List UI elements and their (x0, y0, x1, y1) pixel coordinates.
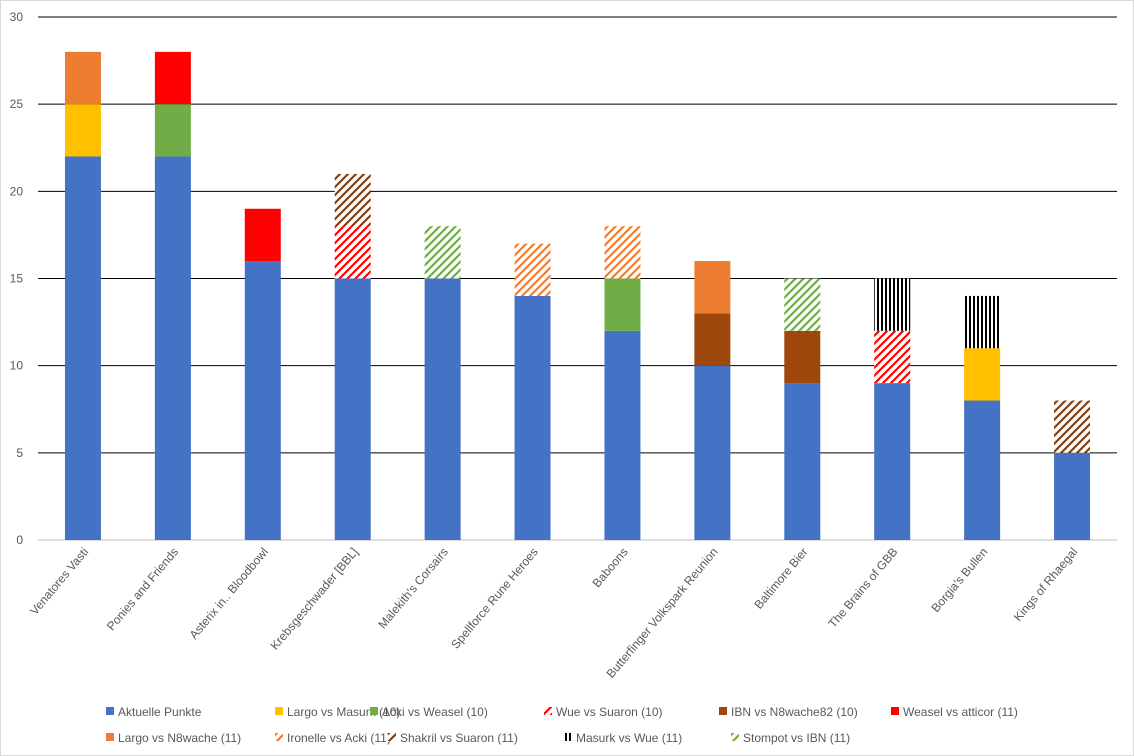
legend-label: Weasel vs atticor (11) (903, 705, 1018, 719)
legend-item: Ironelle vs Acki (11) (275, 731, 391, 745)
y-tick-label: 10 (10, 359, 24, 373)
y-tick-label: 15 (10, 272, 24, 286)
bar-segment (694, 313, 731, 366)
y-tick-label: 0 (16, 533, 23, 547)
bar-segment (424, 226, 461, 279)
bar-segment (64, 156, 101, 540)
bar-segment (334, 173, 371, 227)
y-tick-label: 20 (10, 184, 24, 198)
x-tick-label: Spellforce Rune Heroes (448, 545, 541, 652)
x-tick-label: Baboons (590, 545, 631, 590)
bar-segment (244, 208, 281, 262)
legend-swatch (275, 707, 283, 715)
legend-item: Weasel vs atticor (11) (891, 705, 1018, 719)
legend-swatch (719, 707, 727, 715)
legend-label: Aktuelle Punkte (118, 705, 202, 719)
y-axis-ticks: 0 5 10 15 20 25 30 (10, 10, 24, 547)
legend-swatch (564, 733, 572, 741)
legend-label: IBN vs N8wache82 (10) (731, 705, 858, 719)
legend-swatch (388, 733, 396, 741)
legend-label: Largo vs N8wache (11) (118, 731, 241, 745)
legend-item: Shakril vs Suaron (11) (388, 731, 518, 745)
bar-segment (604, 226, 641, 279)
bar-segment (154, 104, 191, 157)
legend-label: Stompot vs IBN (11) (743, 731, 850, 745)
bar-segment (874, 278, 911, 331)
bar-segment (604, 278, 641, 331)
bar-segment (964, 295, 1001, 349)
legend-swatch (106, 707, 114, 715)
bar-segment (784, 278, 821, 331)
bar-segment (964, 400, 1001, 540)
legend-swatch (731, 733, 739, 741)
x-tick-label: Malekith's Corsairs (375, 545, 451, 631)
bar-segment (64, 51, 101, 105)
legend-swatch (275, 733, 283, 741)
bar-segment (964, 348, 1001, 401)
y-tick-label: 5 (16, 446, 23, 460)
legend-label: Ironelle vs Acki (11) (287, 731, 391, 745)
x-tick-label: Venatores Vasti (27, 545, 91, 618)
legend-item: Largo vs N8wache (11) (106, 731, 241, 745)
legend-label: Masurk vs Wue (11) (576, 731, 682, 745)
bar-segment (1054, 400, 1091, 453)
legend-item: Stompot vs IBN (11) (731, 731, 850, 745)
bar-segment (1054, 452, 1091, 540)
legend-swatch (106, 733, 114, 741)
y-tick-label: 30 (10, 10, 24, 24)
bar-segment (694, 365, 731, 540)
legend-item: Aktuelle Punkte (106, 705, 202, 719)
bar-segment (424, 278, 461, 540)
bar-segment (784, 383, 821, 540)
bar-segment (154, 156, 191, 540)
bar-segment (694, 261, 731, 314)
x-tick-label: Borgia's Bullen (928, 545, 990, 615)
x-tick-label: Kings of Rhaegal (1011, 545, 1080, 624)
bars (64, 51, 1091, 540)
gridlines (38, 16, 1117, 541)
bar-segment (64, 104, 101, 157)
bar-segment (334, 226, 371, 279)
bar-segment (784, 330, 821, 384)
x-axis-labels: Venatores Vasti Ponies and Friends Asterix… (27, 545, 1080, 681)
legend-swatch (891, 707, 899, 715)
bar-segment (604, 330, 641, 540)
legend-item: Masurk vs Wue (11) (564, 731, 682, 745)
x-tick-label: Baltimore Bier (751, 545, 810, 612)
legend-item: Wue vs Suaron (10) (544, 705, 663, 719)
bar-segment (154, 51, 191, 105)
legend-swatch (370, 707, 378, 715)
legend: Aktuelle Punkte Largo vs Masurk (10)Acki … (106, 705, 1018, 745)
x-tick-label: Ponies and Friends (104, 545, 181, 633)
x-tick-label: The Brains of GBB (825, 545, 900, 631)
bar-segment (244, 261, 281, 540)
x-tick-label: Asterix in.. Bloodbowl (187, 545, 271, 642)
bar-segment (874, 330, 911, 384)
legend-item: Acki vs Weasel (10) (370, 705, 488, 719)
legend-label: Wue vs Suaron (10) (556, 705, 663, 719)
legend-label: Acki vs Weasel (10) (382, 705, 488, 719)
x-tick-label: Krebsgeschwader [BBL] (268, 545, 361, 653)
legend-swatch (544, 707, 552, 715)
bar-segment (514, 243, 551, 296)
legend-item: IBN vs N8wache82 (10) (719, 705, 858, 719)
legend-label: Shakril vs Suaron (11) (400, 731, 518, 745)
bar-segment (874, 383, 911, 540)
bar-segment (334, 278, 371, 540)
bar-segment (514, 295, 551, 540)
y-tick-label: 25 (10, 97, 24, 111)
